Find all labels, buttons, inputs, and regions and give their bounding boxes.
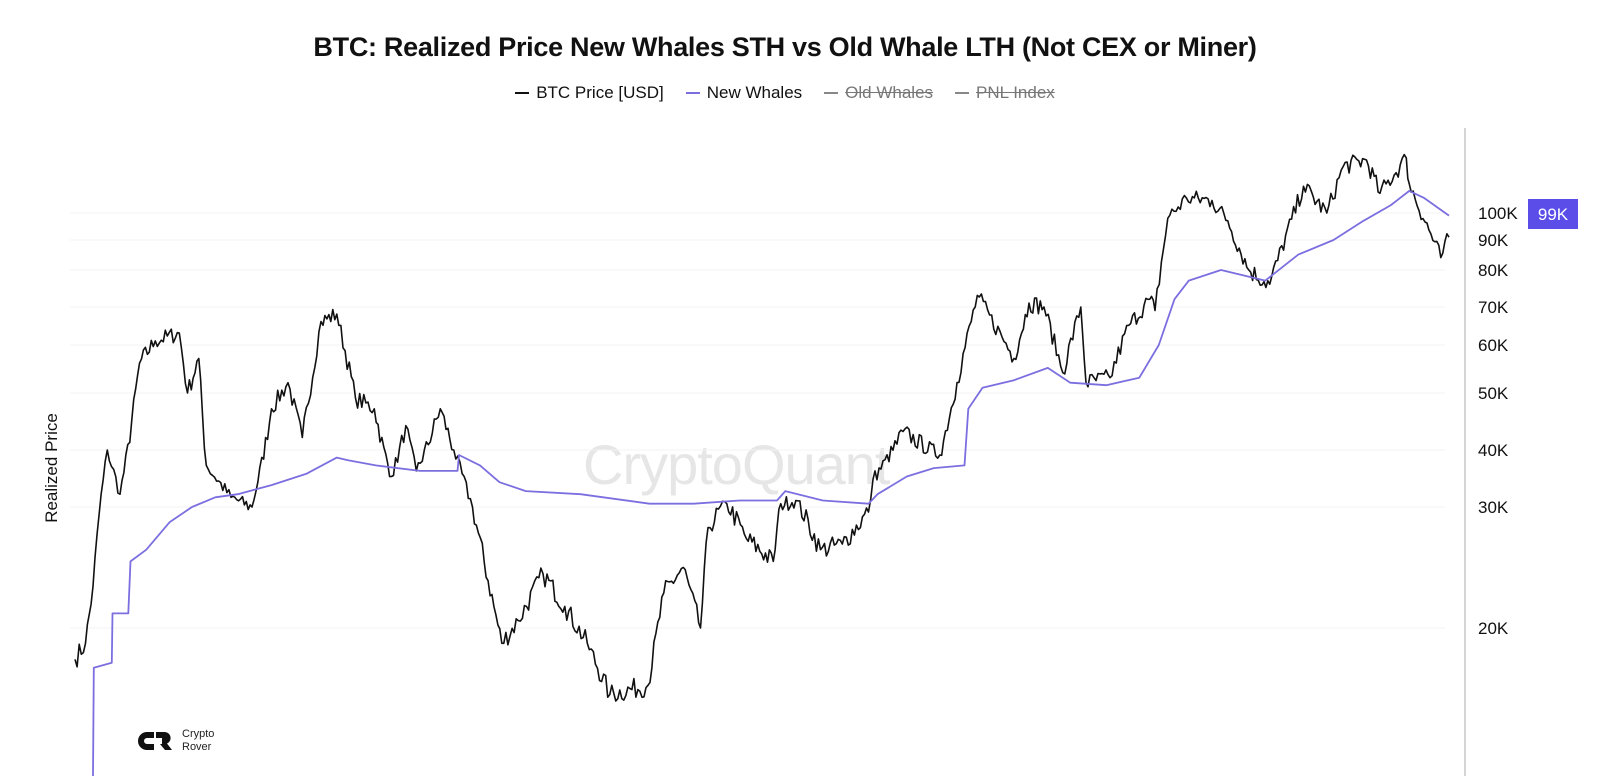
legend-swatch [515,92,530,94]
crypto-rover-logo-icon [138,732,172,750]
y-tick-label: 80K [1478,261,1509,280]
legend-swatch [685,92,700,94]
y-tick-label: 50K [1478,384,1509,403]
last-value-text: 99K [1538,205,1569,224]
y-tick-label: 60K [1478,336,1509,355]
legend-item-btc-price[interactable]: BTC Price [USD] [515,83,664,103]
brand-line2: Rover [182,741,212,753]
gridlines [70,212,1445,629]
new-whales-line[interactable] [92,189,1450,776]
legend-item-new-whales[interactable]: New Whales [685,83,803,103]
legend-item-old-whales[interactable]: Old Whales [824,83,933,103]
y-tick-label: 40K [1478,441,1509,460]
last-value-label: 99K [1528,199,1578,229]
y-tick-label: 100K [1478,204,1518,223]
legend-label: Old Whales [845,83,934,102]
legend-swatch [955,92,970,94]
brand-line1: Crypto [182,728,215,740]
legend-swatch [824,92,839,94]
btc-price-line[interactable] [74,153,1450,702]
legend-label: New Whales [706,83,803,102]
crypto-rover-logo: Crypto Rover [138,728,214,754]
watermark: CryptoQuant [583,433,890,496]
chart-title: BTC: Realized Price New Whales STH vs Ol… [313,32,1257,62]
legend: BTC Price [USD] New Whales Old Whales PN… [0,83,1570,103]
y-axis-ticks: 20K 30K 40K 50K 60K 70K 80K 90K 100K [1478,204,1518,638]
series-lines [74,153,1450,776]
legend-label: BTC Price [USD] [536,83,664,102]
legend-label: PNL Index [976,83,1055,102]
legend-item-pnl-index[interactable]: PNL Index [955,83,1055,103]
y-tick-label: 20K [1478,619,1509,638]
y-tick-label: 90K [1478,231,1509,250]
y-tick-label: 70K [1478,298,1509,317]
y-tick-label: 30K [1478,498,1509,517]
last-value-badge [1528,199,1578,229]
